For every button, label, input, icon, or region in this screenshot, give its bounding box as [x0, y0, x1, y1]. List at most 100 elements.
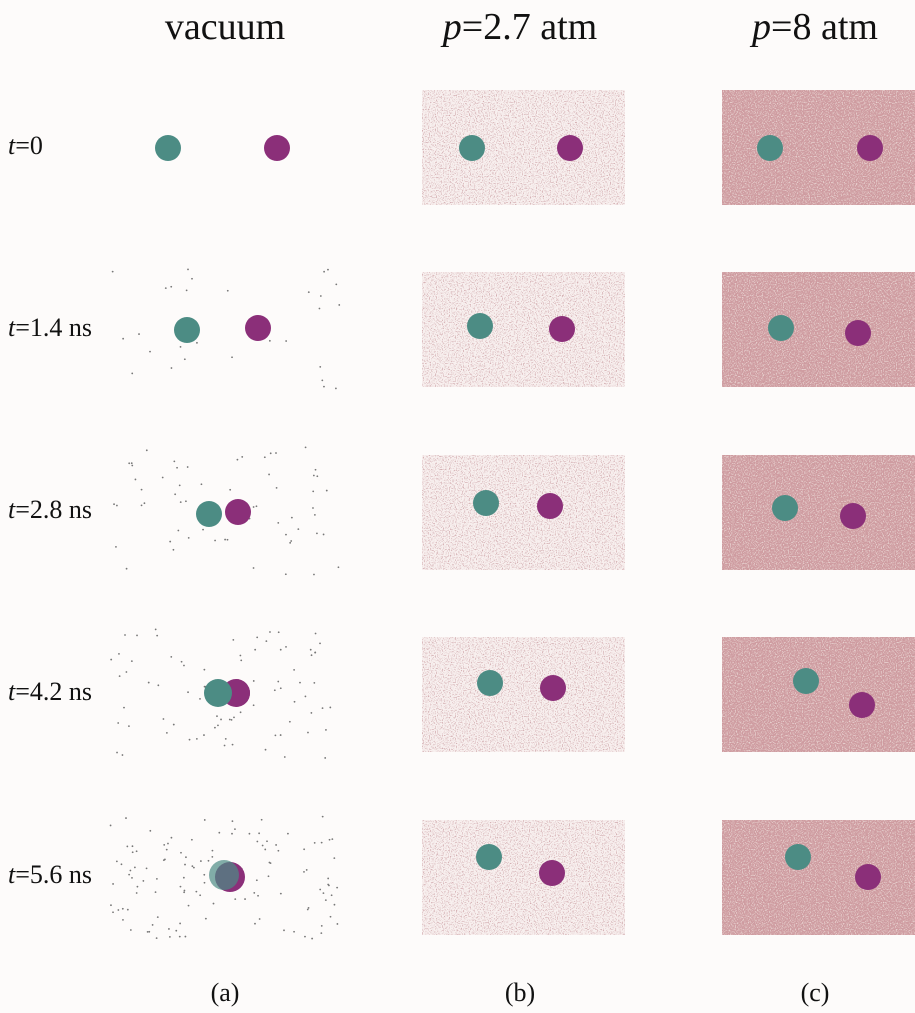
figure: vacuum(a)p=2.7 atm(b)p=8 atm(c)t=0t=1.4 … [0, 0, 915, 1013]
evaporated-molecule [227, 290, 229, 292]
evaporated-molecule [116, 505, 118, 507]
evaporated-molecule [175, 930, 177, 932]
evaporated-molecule [231, 356, 233, 358]
evaporated-molecule [285, 573, 287, 575]
evaporated-molecule [201, 483, 203, 485]
evaporated-molecule [320, 932, 322, 934]
evaporated-molecule [110, 825, 112, 827]
evaporated-molecule [311, 654, 313, 656]
droplet-b [857, 135, 883, 161]
evaporated-molecule [122, 754, 124, 756]
evaporated-molecule [284, 756, 286, 758]
droplet-a [477, 670, 503, 696]
evaporated-molecule [262, 845, 264, 847]
evaporated-molecule [314, 652, 316, 654]
evaporated-molecule [265, 749, 267, 751]
evaporated-molecule [323, 534, 325, 536]
evaporated-molecule [110, 659, 112, 661]
evaporated-molecule [257, 895, 259, 897]
evaporated-molecule [184, 890, 186, 892]
evaporated-molecule [128, 725, 130, 727]
evaporated-molecule [290, 540, 292, 542]
evaporated-molecule [171, 367, 173, 369]
evaporated-molecule [112, 911, 114, 913]
evaporated-molecule [319, 889, 321, 891]
evaporated-molecule [278, 631, 280, 633]
evaporated-molecule [117, 909, 119, 911]
evaporated-molecule [264, 456, 266, 458]
evaporated-molecule [135, 479, 137, 481]
evaporated-molecule [312, 507, 314, 509]
evaporated-molecule [307, 732, 309, 734]
evaporated-molecule [276, 487, 278, 489]
droplet-b [840, 503, 866, 529]
evaporated-molecule [146, 867, 148, 869]
evaporated-molecule [285, 646, 287, 648]
evaporated-molecule [202, 529, 204, 531]
gas-molecules [422, 820, 625, 935]
evaporated-molecule [275, 734, 277, 736]
evaporated-molecule [179, 936, 181, 938]
evaporated-molecule [131, 373, 133, 375]
evaporated-molecule [283, 929, 285, 931]
column-header: vacuum [165, 6, 285, 48]
evaporated-molecule [121, 863, 123, 865]
evaporated-molecule [168, 928, 170, 930]
droplet-b [537, 493, 563, 519]
evaporated-molecule [315, 633, 317, 635]
droplet-b [845, 320, 871, 346]
evaporated-molecule [149, 830, 151, 832]
evaporated-molecule [304, 936, 306, 938]
evaporated-molecule [136, 635, 138, 637]
evaporated-molecule [275, 844, 277, 846]
evaporated-molecule [149, 351, 151, 353]
evaporated-molecule [180, 346, 182, 348]
label-text: =0 [15, 131, 43, 160]
evaporated-molecule [204, 882, 206, 884]
evaporated-molecule [141, 489, 143, 491]
evaporated-molecule [256, 636, 258, 638]
evaporated-molecule [130, 929, 132, 931]
evaporated-molecule [119, 675, 121, 677]
evaporated-molecule [280, 649, 282, 651]
evaporated-molecule [227, 539, 229, 541]
evaporated-molecule [269, 862, 271, 864]
droplet-a [209, 860, 239, 890]
evaporated-molecule [224, 745, 226, 747]
evaporated-molecule [199, 698, 201, 700]
gas-molecules [722, 272, 915, 387]
evaporated-molecule [185, 500, 187, 502]
droplet-b [264, 135, 290, 161]
evaporated-molecule [253, 680, 255, 682]
droplet-a [793, 668, 819, 694]
evaporated-molecule [233, 717, 235, 719]
evaporated-molecule [293, 931, 295, 933]
evaporated-molecule [225, 738, 227, 740]
evaporated-molecule [261, 819, 263, 821]
evaporated-molecule [129, 870, 131, 872]
evaporated-molecule [126, 846, 128, 848]
droplet-a [459, 135, 485, 161]
evaporated-molecule [330, 916, 332, 918]
evaporated-molecule [253, 567, 255, 569]
snapshot-panel [422, 637, 625, 752]
evaporated-molecule [138, 333, 140, 335]
evaporated-molecule [327, 884, 329, 886]
evaporated-molecule [173, 460, 175, 462]
evaporated-molecule [237, 459, 239, 461]
evaporated-molecule [171, 837, 173, 839]
evaporated-molecule [115, 546, 117, 548]
row-label: t=1.4 ns [8, 313, 92, 342]
evaporated-molecule [335, 283, 337, 285]
droplet-a [196, 501, 222, 527]
evaporated-molecule [277, 522, 279, 524]
evaporated-molecule [268, 875, 270, 877]
evaporated-molecule [244, 898, 246, 900]
evaporated-molecule [137, 886, 139, 888]
evaporated-molecule [196, 342, 198, 344]
evaporated-molecule [125, 671, 127, 673]
row-label: t=4.2 ns [8, 677, 92, 706]
evaporated-molecule [185, 856, 187, 858]
droplet-b [540, 675, 566, 701]
evaporated-molecule [266, 840, 268, 842]
